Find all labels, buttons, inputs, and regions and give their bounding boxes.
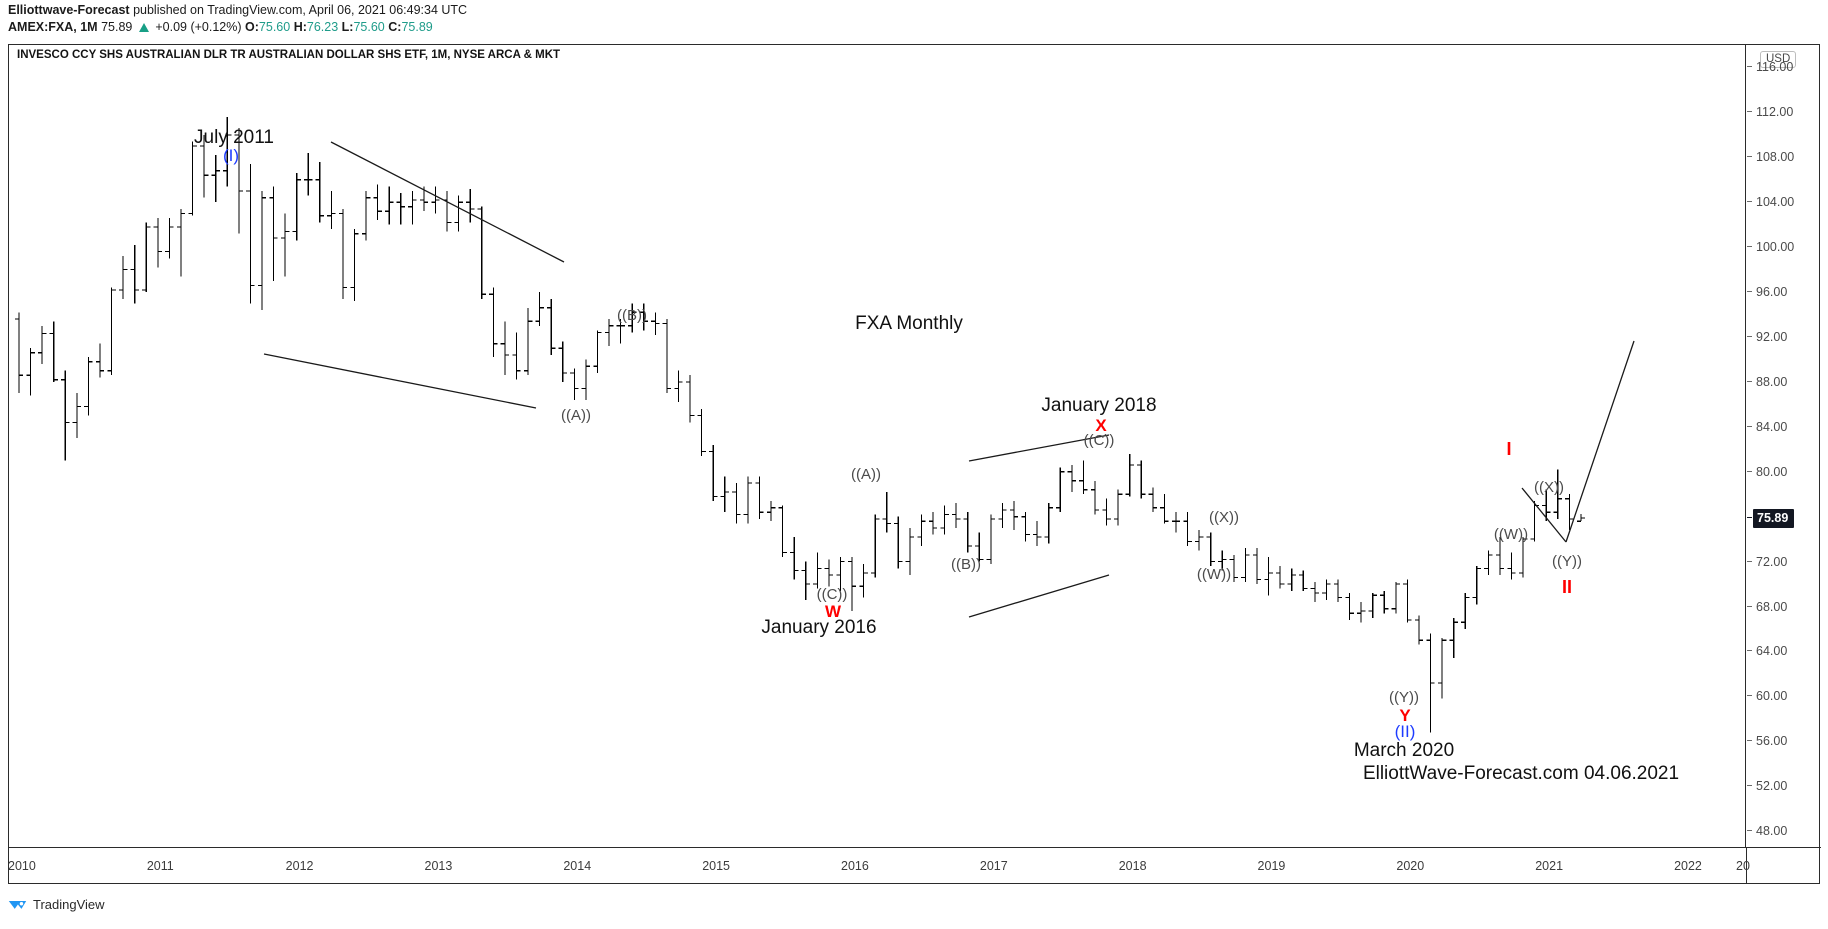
price-axis-current-tag: 75.89 [1746, 508, 1820, 528]
low-label: L: [341, 20, 354, 34]
price-axis-tick: 108.00 [1746, 150, 1820, 164]
wave-label-X-10: ((X)) [1209, 509, 1239, 526]
channel-upper-2011-2013[interactable] [330, 141, 565, 263]
wave-label-C-3: ((C)) [816, 586, 848, 603]
wave-label-X-8: X [1095, 416, 1107, 435]
channel-upper-2017-2018[interactable] [968, 434, 1110, 462]
price-axis-tick: 64.00 [1746, 644, 1820, 658]
price-axis-tick: 88.00 [1746, 375, 1820, 389]
wave-label-Y-16: ((Y)) [1552, 553, 1582, 570]
chart-frame: INVESCO CCY SHS AUSTRALIAN DLR TR AUSTRA… [8, 44, 1821, 884]
wave-label-W-9: ((W)) [1196, 566, 1232, 583]
date-annotation-3: March 2020 [1353, 740, 1455, 761]
chart-header: Elliottwave-Forecast published on Tradin… [0, 0, 1828, 38]
wave-label-II-13: (II) [1394, 722, 1416, 741]
date-annotation-2: January 2018 [1041, 395, 1157, 416]
price-axis-tick: 56.00 [1746, 734, 1820, 748]
wave-label-C-7: ((C)) [1083, 432, 1115, 449]
ohlc-bar-group [14, 116, 1586, 733]
wave-label-W-14: ((W)) [1493, 526, 1529, 543]
price-axis-tick: 112.00 [1746, 105, 1820, 119]
forecast-leg-up[interactable] [1565, 340, 1635, 543]
tradingview-logo-icon [8, 900, 27, 909]
channel-lower-2011-2013[interactable] [263, 353, 537, 409]
channel-lower-2017-2018[interactable] [968, 574, 1110, 618]
wave-label-II-18: II [1561, 577, 1573, 597]
price-axis-tick: 96.00 [1746, 285, 1820, 299]
forecast-leg-down[interactable] [1521, 487, 1567, 543]
price-axis-tick: 68.00 [1746, 600, 1820, 614]
price-axis[interactable]: USD 116.00 112.00 108.00 104.00 100.00 96.00 9… [1745, 45, 1819, 848]
price-axis-tick: 72.00 [1746, 555, 1820, 569]
publish-line: Elliottwave-Forecast published on Tradin… [8, 2, 1828, 19]
chart-plot-area[interactable]: (I) ((A)) ((B)) ((C)) W ((A)) ((B)) ((C)) X ((W))… [9, 45, 1746, 848]
published-prefix: published on TradingView.com, [133, 3, 306, 17]
price-axis-tick: 52.00 [1746, 779, 1820, 793]
axis-corner-divider [1746, 848, 1747, 884]
quote-line: AMEX:FXA, 1M 75.89 +0.09 (+0.12%) O:75.6… [8, 19, 1828, 36]
low-value: 75.60 [353, 20, 385, 34]
wave-label-B-6: ((B)) [951, 556, 981, 573]
open-label: O: [245, 20, 259, 34]
wave-label-Y-12: Y [1399, 706, 1411, 725]
date-annotation-1: January 2016 [761, 617, 877, 638]
last-price: 75.89 [101, 20, 133, 34]
wave-label-I-0: (I) [222, 146, 240, 165]
high-label: H: [293, 20, 307, 34]
price-axis-tick: 84.00 [1746, 420, 1820, 434]
tradingview-footer: TradingView [8, 890, 105, 918]
price-bars-layer [14, 116, 1586, 733]
instrument-title: INVESCO CCY SHS AUSTRALIAN DLR TR AUSTRA… [17, 49, 561, 61]
date-annotation-0: July 2011 [194, 127, 274, 148]
wave-label-I-17: I [1506, 439, 1512, 459]
chart-label-fxa-monthly: FXA Monthly [855, 313, 963, 334]
open-value: 75.60 [258, 20, 291, 34]
author-name: Elliottwave-Forecast [8, 3, 130, 17]
change-absolute: +0.09 [155, 20, 187, 34]
up-triangle-icon [138, 23, 149, 32]
close-value: 75.89 [401, 20, 433, 34]
price-axis-tick: 104.00 [1746, 195, 1820, 209]
symbol-ticker[interactable]: AMEX:FXA, [8, 20, 77, 34]
wave-label-X-15: ((X)) [1534, 479, 1564, 496]
wave-label-A-5: ((A)) [851, 466, 881, 483]
credit-annotation: ElliottWave-Forecast.com 04.06.2021 [1362, 763, 1680, 784]
wave-label-B-2: ((B)) [617, 307, 647, 324]
price-axis-tick: 100.00 [1746, 240, 1820, 254]
change-percent: (+0.12%) [190, 20, 242, 34]
high-value: 76.23 [306, 20, 339, 34]
interval-label[interactable]: 1M [80, 20, 98, 34]
tradingview-brand: TradingView [33, 896, 105, 912]
wave-label-A-1: ((A)) [561, 407, 591, 424]
currency-badge[interactable]: USD [1760, 51, 1797, 68]
price-axis-tick: 92.00 [1746, 330, 1820, 344]
price-axis-tick: 80.00 [1746, 465, 1820, 479]
price-axis-tick: 116.00 [1746, 60, 1820, 74]
price-axis-tick: 48.00 [1746, 824, 1820, 838]
time-axis[interactable]: 2010 2011 2012 2013 2014 2015 2016 2017 2018 2019… [8, 847, 1821, 884]
wave-label-Y-11: ((Y)) [1389, 689, 1419, 706]
trendlines-layer [263, 141, 1635, 618]
close-label: C: [388, 20, 402, 34]
published-date: April 06, 2021 06:49:34 UTC [308, 3, 468, 17]
wave-label-W-4: W [824, 602, 842, 621]
price-axis-tick: 60.00 [1746, 689, 1820, 703]
